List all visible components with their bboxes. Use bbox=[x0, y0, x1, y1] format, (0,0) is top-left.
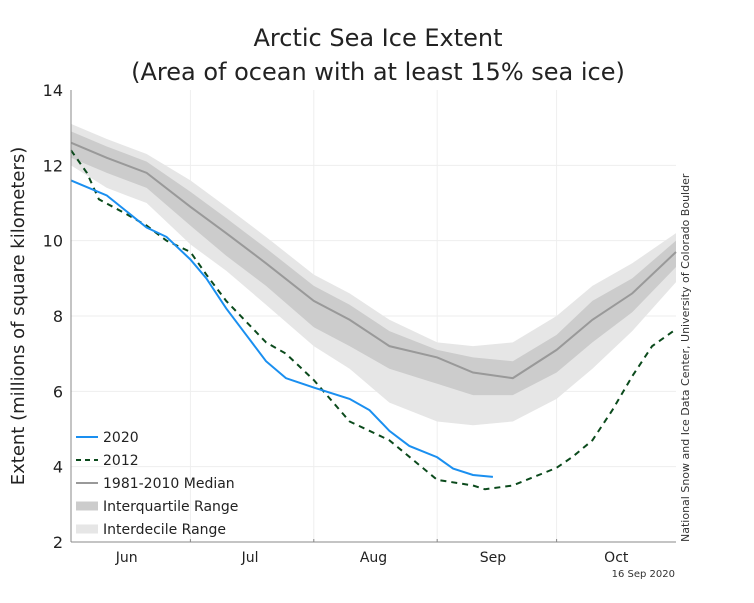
x-tick-label: Aug bbox=[360, 550, 387, 566]
y-tick-label: 2 bbox=[53, 533, 63, 552]
credit-text: National Snow and Ice Data Center, Unive… bbox=[679, 173, 692, 542]
date-note: 16 Sep 2020 bbox=[612, 569, 675, 580]
axes: 2 4 6 8 10 12 14 Jun Jul Aug Sep Oct bbox=[43, 81, 676, 566]
legend-label: Interquartile Range bbox=[103, 499, 238, 515]
y-axis-label: Extent (millions of square kilometers) bbox=[8, 147, 29, 486]
climatology-bands bbox=[71, 123, 676, 426]
x-tick-label: Jul bbox=[241, 550, 259, 566]
chart-subtitle: (Area of ocean with at least 15% sea ice… bbox=[131, 58, 625, 86]
x-tick-label: Sep bbox=[480, 550, 507, 566]
y-tick-label: 12 bbox=[43, 156, 63, 175]
y-tick-label: 8 bbox=[53, 307, 63, 326]
series-2020-line bbox=[70, 179, 494, 478]
x-tick-label: Oct bbox=[604, 550, 629, 566]
legend-label: 2020 bbox=[103, 430, 139, 446]
y-tick-label: 4 bbox=[53, 458, 63, 477]
y-tick-label: 14 bbox=[43, 81, 63, 100]
legend: 2020 2012 1981-2010 Median Interquartile Ra… bbox=[76, 430, 238, 538]
legend-label: 2012 bbox=[103, 453, 139, 469]
series-2012-line bbox=[70, 149, 677, 491]
chart-title: Arctic Sea Ice Extent bbox=[253, 24, 502, 52]
legend-label: 1981-2010 Median bbox=[103, 476, 235, 492]
y-tick-label: 6 bbox=[53, 382, 63, 401]
x-tick-label: Jun bbox=[115, 550, 138, 566]
y-tick-label: 10 bbox=[43, 232, 63, 251]
interquartile-band bbox=[71, 131, 676, 396]
legend-label: Interdecile Range bbox=[103, 522, 226, 538]
interdecile-band bbox=[71, 123, 676, 426]
series-lines bbox=[70, 141, 677, 491]
median-line bbox=[70, 141, 677, 380]
